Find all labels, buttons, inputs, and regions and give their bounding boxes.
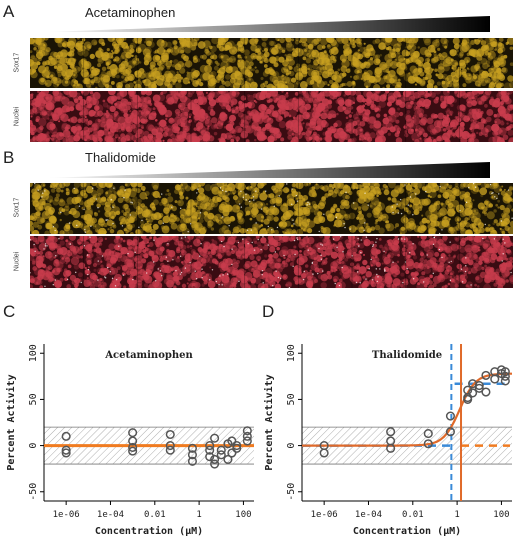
x-tick-label: 1e-04 <box>355 510 382 520</box>
panel-a-row1-label: Sox17 <box>14 38 21 88</box>
x-tick-label: 0.01 <box>402 510 424 520</box>
y-tick-label: -50 <box>28 483 39 501</box>
panel-b-row2-label: Nuclei <box>14 237 21 287</box>
x-tick-label: 1 <box>196 510 201 520</box>
x-tick-label: 1e-06 <box>311 510 338 520</box>
panel-d-letter: D <box>262 302 274 322</box>
x-tick-label: 0.01 <box>144 510 166 520</box>
y-tick-label: -50 <box>286 483 297 501</box>
data-point <box>491 375 499 383</box>
x-tick-label: 1 <box>454 510 459 520</box>
y-tick-label: 100 <box>28 344 39 362</box>
x-tick-label: 1e-06 <box>53 510 80 520</box>
panel-b-sox17-image-strip <box>30 183 513 234</box>
x-tick-label: 100 <box>235 510 251 520</box>
panel-c-chart: -50 0 50 100 1e-06 1e-04 0.01 1 100 Percent Activ… <box>0 322 257 550</box>
y-axis-label: Percent Activity <box>5 374 17 470</box>
panel-b-row1-label: Sox17 <box>14 183 21 233</box>
x-axis-label: Concentration (μM) <box>353 525 461 537</box>
data-point <box>502 377 510 385</box>
panel-a-sox17-image-strip <box>30 38 513 88</box>
panel-c-letter: C <box>3 302 15 322</box>
panel-a-gradient-wedge <box>46 15 492 33</box>
y-tick-label: 50 <box>28 393 39 405</box>
panel-a-letter: A <box>3 2 14 22</box>
panel-a-row2-label: Nuclei <box>14 92 21 142</box>
x-axis-label: Concentration (μM) <box>95 525 203 537</box>
panel-b-letter: B <box>3 148 14 168</box>
data-point <box>482 388 490 396</box>
y-tick-label: 100 <box>286 344 297 362</box>
panel-d-chart: -50 0 50 100 1e-06 1e-04 0.01 1 100 Percent Activ… <box>258 322 515 550</box>
chart-title: Acetaminophen <box>104 350 193 361</box>
panel-b-nuclei-image-strip <box>30 236 513 288</box>
x-tick-label: 100 <box>493 510 509 520</box>
panel-b-gradient-wedge <box>46 161 492 179</box>
y-tick-label: 0 <box>286 443 297 449</box>
x-tick-label: 1e-04 <box>97 510 124 520</box>
y-tick-label: 0 <box>28 443 39 449</box>
chart-title: Thalidomide <box>372 350 442 361</box>
y-tick-label: 50 <box>286 393 297 405</box>
panel-a-nuclei-image-strip <box>30 91 513 142</box>
y-axis-label: Percent Activity <box>263 374 275 470</box>
